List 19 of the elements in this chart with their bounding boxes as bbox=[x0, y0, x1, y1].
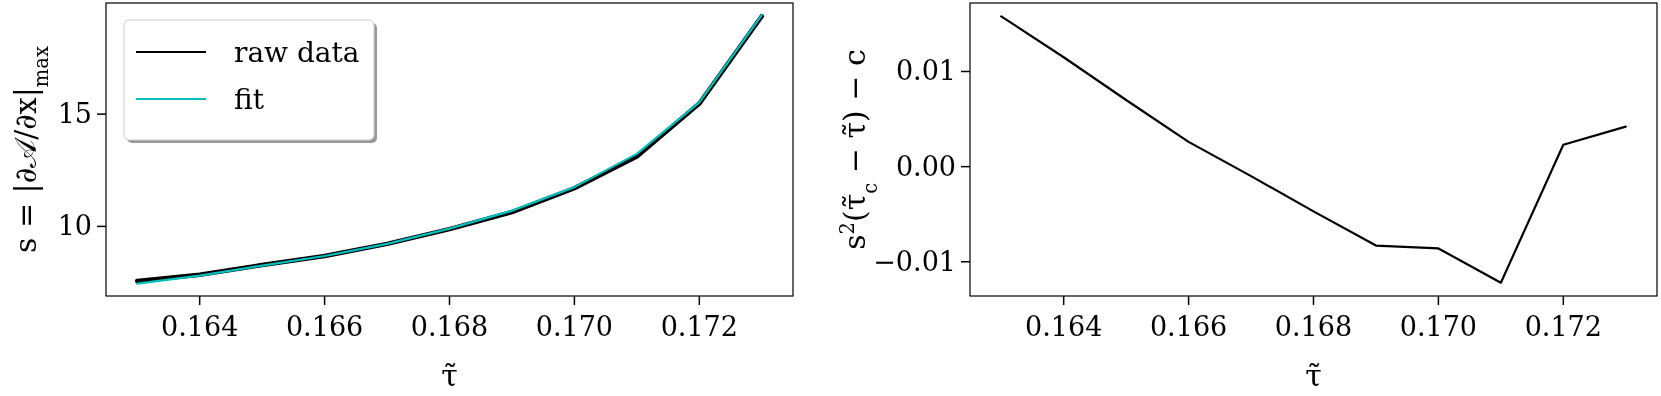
x-tick-label: 0.168 bbox=[410, 311, 489, 342]
y-tick-label: 15 bbox=[57, 98, 92, 130]
x-tick-label: 0.170 bbox=[1399, 311, 1478, 342]
x-tick-label: 0.164 bbox=[1025, 311, 1103, 342]
y-tick-label: 0.00 bbox=[895, 150, 956, 182]
x-tick-label: 0.166 bbox=[1149, 311, 1228, 342]
x-tick-label: 0.168 bbox=[1274, 311, 1353, 342]
x-tick-label: 0.172 bbox=[1524, 311, 1602, 342]
y-tick-label: 0.01 bbox=[895, 55, 956, 87]
x-tick-label: 0.164 bbox=[161, 311, 239, 342]
x-axis-title: τ̃ bbox=[441, 358, 458, 393]
x-tick-label: 0.166 bbox=[285, 311, 364, 342]
x-tick-label: 0.172 bbox=[660, 311, 738, 342]
x-tick-label: 0.170 bbox=[535, 311, 614, 342]
legend-label: raw data bbox=[234, 36, 360, 69]
y-tick-label: 10 bbox=[57, 210, 92, 242]
y-tick-label: −0.01 bbox=[873, 245, 956, 277]
x-axis-title: τ̃ bbox=[1305, 358, 1322, 393]
legend-label: fit bbox=[234, 83, 265, 116]
